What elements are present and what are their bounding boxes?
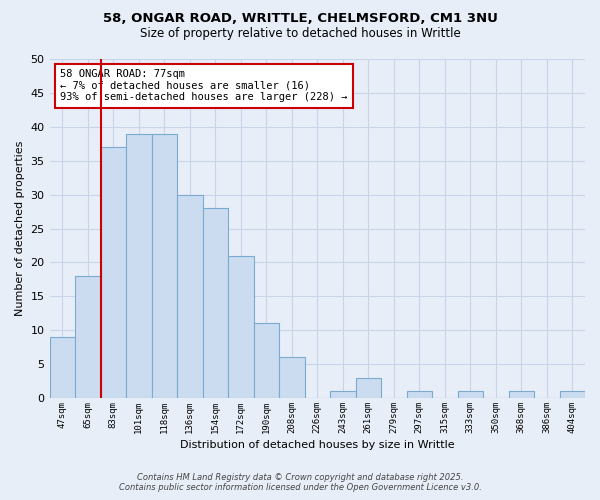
Text: Size of property relative to detached houses in Writtle: Size of property relative to detached ho… xyxy=(140,28,460,40)
Bar xyxy=(228,256,254,398)
Bar xyxy=(279,358,305,398)
Bar xyxy=(152,134,177,398)
Y-axis label: Number of detached properties: Number of detached properties xyxy=(15,141,25,316)
Bar xyxy=(75,276,101,398)
Text: Contains HM Land Registry data © Crown copyright and database right 2025.
Contai: Contains HM Land Registry data © Crown c… xyxy=(119,473,481,492)
Bar xyxy=(560,391,585,398)
Bar xyxy=(101,147,126,398)
Bar xyxy=(356,378,381,398)
X-axis label: Distribution of detached houses by size in Writtle: Distribution of detached houses by size … xyxy=(180,440,455,450)
Bar xyxy=(330,391,356,398)
Bar xyxy=(177,194,203,398)
Bar xyxy=(509,391,534,398)
Bar xyxy=(254,324,279,398)
Bar xyxy=(458,391,483,398)
Bar xyxy=(126,134,152,398)
Text: 58, ONGAR ROAD, WRITTLE, CHELMSFORD, CM1 3NU: 58, ONGAR ROAD, WRITTLE, CHELMSFORD, CM1… xyxy=(103,12,497,26)
Bar xyxy=(203,208,228,398)
Bar xyxy=(50,337,75,398)
Text: 58 ONGAR ROAD: 77sqm
← 7% of detached houses are smaller (16)
93% of semi-detach: 58 ONGAR ROAD: 77sqm ← 7% of detached ho… xyxy=(60,69,348,102)
Bar xyxy=(407,391,432,398)
